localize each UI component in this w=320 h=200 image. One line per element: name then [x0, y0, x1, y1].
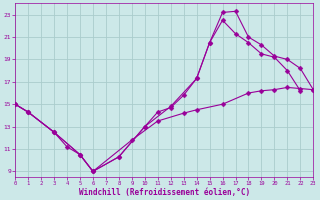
- X-axis label: Windchill (Refroidissement éolien,°C): Windchill (Refroidissement éolien,°C): [79, 188, 250, 197]
